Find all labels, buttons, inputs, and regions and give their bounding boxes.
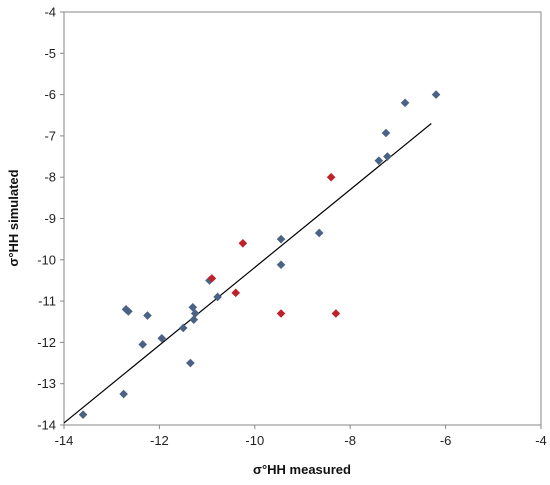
data-point-blue <box>124 307 133 316</box>
y-tick-label: -9 <box>44 211 56 226</box>
data-point-blue <box>119 389 128 399</box>
y-tick-label: -14 <box>37 418 56 433</box>
y-tick-label: -8 <box>44 170 56 185</box>
data-point-blue <box>190 309 200 318</box>
y-tick-label: -7 <box>44 128 56 143</box>
x-tick-label: -14 <box>55 433 74 448</box>
data-point-red <box>207 274 217 283</box>
plot-area <box>63 11 542 426</box>
data-point-blue <box>178 323 188 333</box>
y-tick-label: -12 <box>37 335 56 350</box>
data-point-blue <box>205 276 214 285</box>
data-point-blue <box>188 302 198 312</box>
data-point-blue <box>213 292 222 302</box>
data-point-blue <box>383 152 392 161</box>
y-tick-label: -4 <box>44 5 56 20</box>
data-point-blue <box>431 90 441 99</box>
data-point-blue <box>78 410 88 419</box>
data-point-blue <box>143 311 152 320</box>
data-point-blue <box>186 358 195 368</box>
x-axis: -14 -12 -10 -8 -6 -4 <box>55 425 547 448</box>
x-tick-label: -8 <box>344 433 356 448</box>
data-point-blue <box>121 305 131 314</box>
data-point-red <box>238 238 248 248</box>
data-point-blue <box>189 315 199 324</box>
data-point-red <box>326 172 336 182</box>
data-point-red <box>231 288 241 298</box>
data-point-blue <box>374 156 384 165</box>
x-tick-label: -12 <box>150 433 169 448</box>
data-point-blue <box>276 260 286 270</box>
trend-line <box>63 123 432 424</box>
x-tick-label: -6 <box>440 433 452 448</box>
data-point-blue <box>381 128 391 138</box>
y-tick-label: -13 <box>37 376 56 391</box>
y-axis: -14 -13 -12 -11 -10 -9 -8 -7 -6 -5 -4 <box>37 5 64 433</box>
data-point-blue <box>157 333 167 343</box>
data-point-red <box>276 309 286 318</box>
data-point-blue <box>138 340 148 349</box>
data-point-blue <box>314 228 324 238</box>
x-tick-label: -4 <box>535 433 547 448</box>
y-axis-title: σ°HH simulated <box>6 169 21 266</box>
x-tick-label: -10 <box>245 433 264 448</box>
x-axis-title: σ°HH measured <box>253 462 351 477</box>
y-tick-label: -6 <box>44 87 56 102</box>
data-points <box>78 90 441 419</box>
y-tick-label: -10 <box>37 252 56 267</box>
y-tick-label: -11 <box>38 294 56 309</box>
data-point-blue <box>400 98 410 108</box>
y-tick-label: -5 <box>44 46 56 61</box>
data-point-red <box>331 309 341 318</box>
data-point-blue <box>276 234 286 244</box>
